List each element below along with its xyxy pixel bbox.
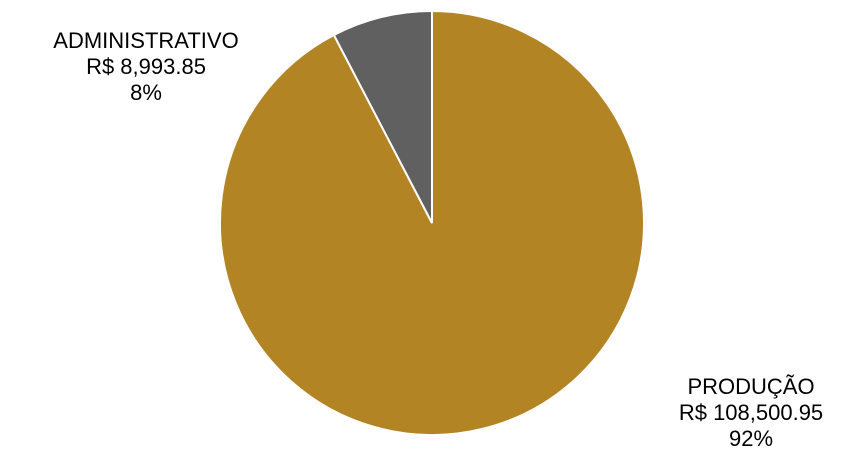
data-label-administrativo-name: ADMINISTRATIVO [53, 28, 239, 53]
data-label-administrativo: ADMINISTRATIVO R$ 8,993.85 8% [10, 28, 282, 106]
data-label-administrativo-percent: 8% [130, 80, 162, 105]
pie-chart: ADMINISTRATIVO R$ 8,993.85 8% PRODUÇÃO R… [10, 9, 823, 451]
data-label-producao-name: PRODUÇÃO [687, 374, 815, 399]
pie-chart-svg [219, 9, 645, 436]
data-label-producao-value: R$ 108,500.95 [678, 400, 824, 425]
data-label-producao-percent: 92% [728, 426, 774, 451]
pie-slice-administrativo [332, 9, 433, 224]
data-label-administrativo-value: R$ 8,993.85 [86, 54, 206, 79]
data-label-producao: PRODUÇÃO R$ 108,500.95 92% [651, 374, 851, 452]
